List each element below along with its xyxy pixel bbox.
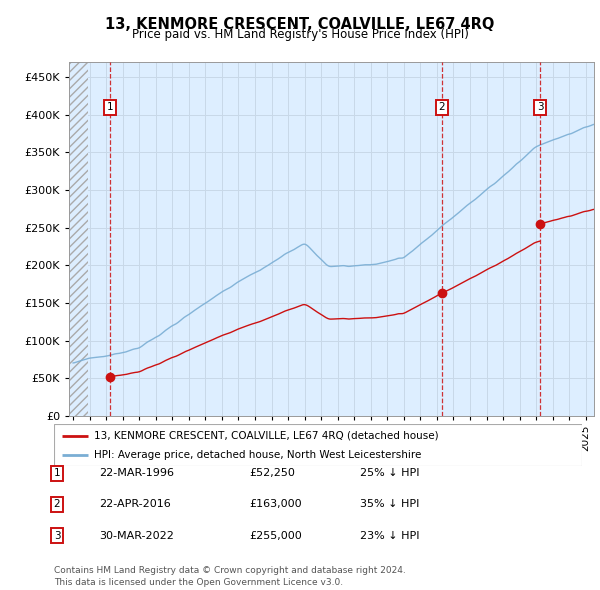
Text: 22-MAR-1996: 22-MAR-1996 <box>99 468 174 478</box>
Text: 2: 2 <box>439 102 445 112</box>
Text: 13, KENMORE CRESCENT, COALVILLE, LE67 4RQ (detached house): 13, KENMORE CRESCENT, COALVILLE, LE67 4R… <box>94 431 438 441</box>
Text: 30-MAR-2022: 30-MAR-2022 <box>99 531 174 540</box>
Text: £52,250: £52,250 <box>249 468 295 478</box>
Bar <box>69 62 88 416</box>
Text: £255,000: £255,000 <box>249 531 302 540</box>
Text: 2: 2 <box>53 500 61 509</box>
Text: HPI: Average price, detached house, North West Leicestershire: HPI: Average price, detached house, Nort… <box>94 451 421 460</box>
Text: Contains HM Land Registry data © Crown copyright and database right 2024.
This d: Contains HM Land Registry data © Crown c… <box>54 566 406 587</box>
Text: 1: 1 <box>107 102 113 112</box>
Bar <box>69 62 88 416</box>
FancyBboxPatch shape <box>54 424 582 466</box>
Text: 22-APR-2016: 22-APR-2016 <box>99 500 171 509</box>
Text: 25% ↓ HPI: 25% ↓ HPI <box>360 468 419 478</box>
Text: 35% ↓ HPI: 35% ↓ HPI <box>360 500 419 509</box>
Text: 3: 3 <box>53 531 61 540</box>
Text: £163,000: £163,000 <box>249 500 302 509</box>
Text: 3: 3 <box>537 102 544 112</box>
Text: 13, KENMORE CRESCENT, COALVILLE, LE67 4RQ: 13, KENMORE CRESCENT, COALVILLE, LE67 4R… <box>106 17 494 31</box>
Text: 1: 1 <box>53 468 61 478</box>
Text: 23% ↓ HPI: 23% ↓ HPI <box>360 531 419 540</box>
Text: Price paid vs. HM Land Registry's House Price Index (HPI): Price paid vs. HM Land Registry's House … <box>131 28 469 41</box>
